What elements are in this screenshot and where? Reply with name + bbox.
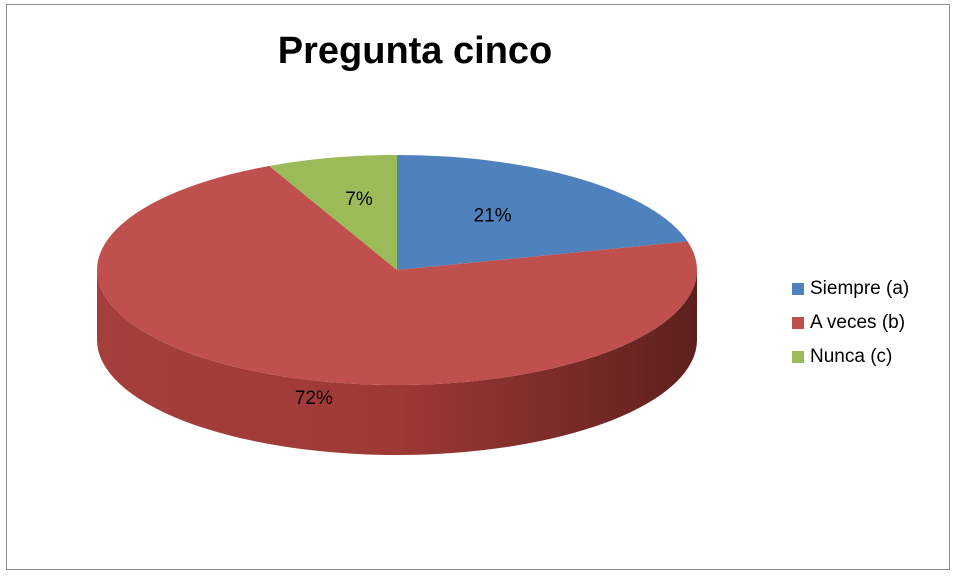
pie-side-1 <box>97 270 697 455</box>
pie-slice-0 <box>397 155 688 270</box>
pie-slice-2 <box>269 155 397 270</box>
legend-swatch-siempre <box>792 283 804 295</box>
pie-slice-1 <box>97 165 697 385</box>
legend-item-a-veces: A veces (b) <box>792 306 909 340</box>
legend-label-siempre: Siempre (a) <box>810 278 910 299</box>
data-label-0: 21% <box>474 206 512 227</box>
legend-item-nunca: Nunca (c) <box>792 340 909 374</box>
data-label-2: 7% <box>345 189 373 210</box>
legend: Siempre (a) A veces (b) Nunca (c) <box>792 272 909 374</box>
legend-label-a-veces: A veces (b) <box>810 312 906 333</box>
chart-title: Pregunta cinco <box>277 30 553 72</box>
legend-swatch-a-veces <box>792 317 804 329</box>
legend-item-siempre: Siempre (a) <box>792 272 909 306</box>
legend-label-nunca: Nunca (c) <box>810 346 893 367</box>
data-label-1: 72% <box>295 388 333 409</box>
legend-swatch-nunca <box>792 351 804 363</box>
